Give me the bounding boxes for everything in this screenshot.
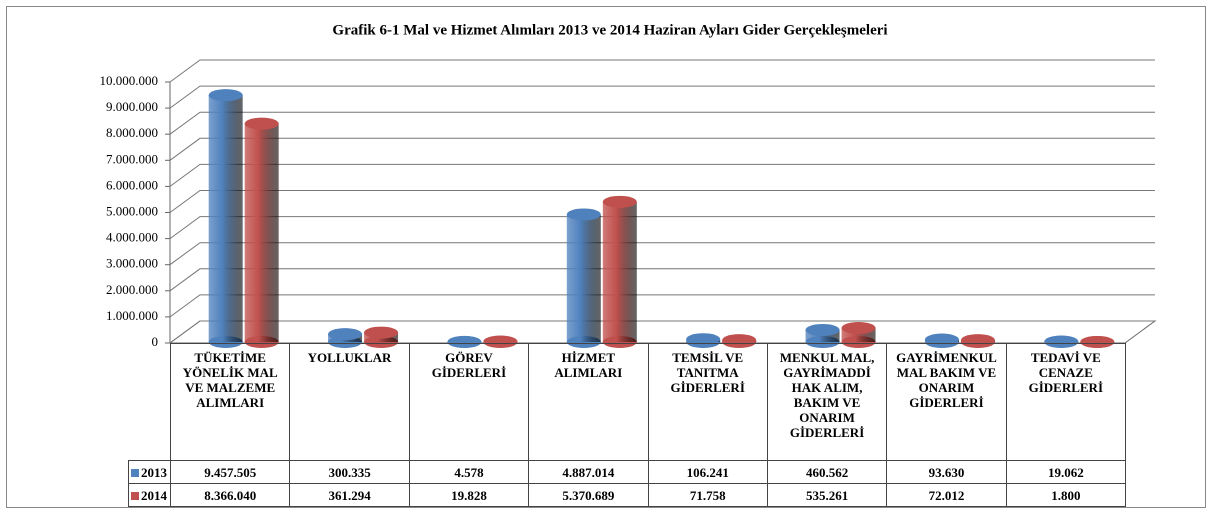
y-tick-label: 7.000.000	[106, 151, 158, 166]
bar	[244, 123, 279, 342]
y-tick-label: 10.000.000	[100, 73, 159, 88]
y-tick-label: 1.000.000	[106, 308, 158, 323]
grid-line	[169, 111, 1155, 135]
chart-title: Grafik 6-1 Mal ve Hizmet Alımları 2013 v…	[332, 22, 887, 38]
category-label: MENKUL MAL, GAYRİMADDİ HAK ALIM, BAKIM V…	[766, 343, 888, 461]
legend-label: 2013	[141, 464, 167, 480]
chart-frame	[6, 6, 1206, 508]
value-label: 9.457.505	[169, 460, 291, 484]
category-label: TEMSİL VE TANITMA GİDERLERİ	[647, 343, 768, 461]
y-tick-label: 8.000.000	[106, 125, 158, 140]
value-label: 460.562	[766, 460, 888, 484]
bar	[566, 214, 601, 342]
grid-line	[169, 294, 1155, 318]
floor	[168, 320, 1157, 344]
bar-top	[364, 326, 399, 339]
bar-top	[208, 89, 243, 102]
category-label: TEDAVİ VE CENAZE GİDERLERİ	[1005, 343, 1127, 461]
bar-top	[328, 328, 363, 341]
value-label: 8.366.040	[169, 483, 291, 507]
category-label: YOLLUKLAR	[289, 343, 410, 461]
legend-swatch	[131, 491, 139, 500]
y-tick-label: 4.000.000	[106, 230, 158, 245]
grid-line	[169, 216, 1155, 240]
value-label: 19.828	[408, 483, 530, 507]
table-header-row: TÜKETİME YÖNELİK MAL VE MALZEME ALIMLARI…	[128, 343, 1127, 461]
y-tick-label: 6.000.000	[106, 177, 158, 192]
value-label: 4.578	[408, 460, 530, 484]
grid-line	[169, 59, 1155, 83]
legend-swatch	[131, 468, 139, 477]
bar-top	[566, 208, 601, 221]
value-label: 361.294	[289, 483, 410, 507]
bar-top	[924, 333, 959, 346]
value-label: 1.800	[1005, 483, 1127, 507]
bar-top	[244, 117, 279, 130]
y-tick-label: 2.000.000	[106, 282, 158, 297]
value-label: 19.062	[1005, 460, 1127, 484]
category-label: GÖREV GİDERLERİ	[408, 343, 530, 461]
legend-cell: 2013	[128, 460, 171, 484]
bar-top	[841, 322, 876, 335]
y-tick-label: 0	[152, 334, 159, 349]
bar-top	[686, 333, 721, 346]
legend-label: 2014	[141, 487, 167, 503]
legend-cell: 2014	[128, 483, 171, 507]
grid-line	[169, 268, 1155, 292]
grid-line	[169, 190, 1155, 213]
value-label: 93.630	[886, 460, 1007, 484]
y-tick-label: 5.000.000	[106, 203, 158, 218]
grid-line	[169, 137, 1155, 161]
value-label: 4.887.014	[528, 460, 649, 484]
bar-top	[805, 323, 840, 336]
bar	[602, 201, 637, 342]
bar-top	[602, 195, 637, 208]
value-label: 5.370.689	[528, 483, 649, 507]
category-label: HİZMET ALIMLARI	[528, 343, 649, 461]
value-label: 106.241	[647, 460, 768, 484]
value-label: 71.758	[647, 483, 768, 507]
value-label: 535.261	[766, 483, 888, 507]
corner-cell	[128, 343, 171, 461]
data-table: TÜKETİME YÖNELİK MAL VE MALZEME ALIMLARI…	[128, 343, 1127, 507]
y-tick-label: 3.000.000	[106, 256, 158, 271]
value-label: 300.335	[289, 460, 410, 484]
bar	[208, 95, 243, 342]
y-tick-label: 9.000.000	[106, 99, 158, 114]
category-label: GAYRİMENKUL MAL BAKIM VE ONARIM GİDERLER…	[886, 343, 1007, 461]
grid-line	[169, 242, 1155, 266]
grid-line	[169, 163, 1155, 187]
table-row: 2013 9.457.505 300.335 4.578 4.887.014 106.24…	[128, 460, 1127, 484]
grid-line	[169, 85, 1155, 109]
table-row: 2014 8.366.040 361.294 19.828 5.370.689 71.75…	[128, 483, 1127, 507]
category-label: TÜKETİME YÖNELİK MAL VE MALZEME ALIMLARI	[169, 343, 291, 461]
grid-line	[169, 320, 1155, 344]
value-label: 72.012	[886, 483, 1007, 507]
